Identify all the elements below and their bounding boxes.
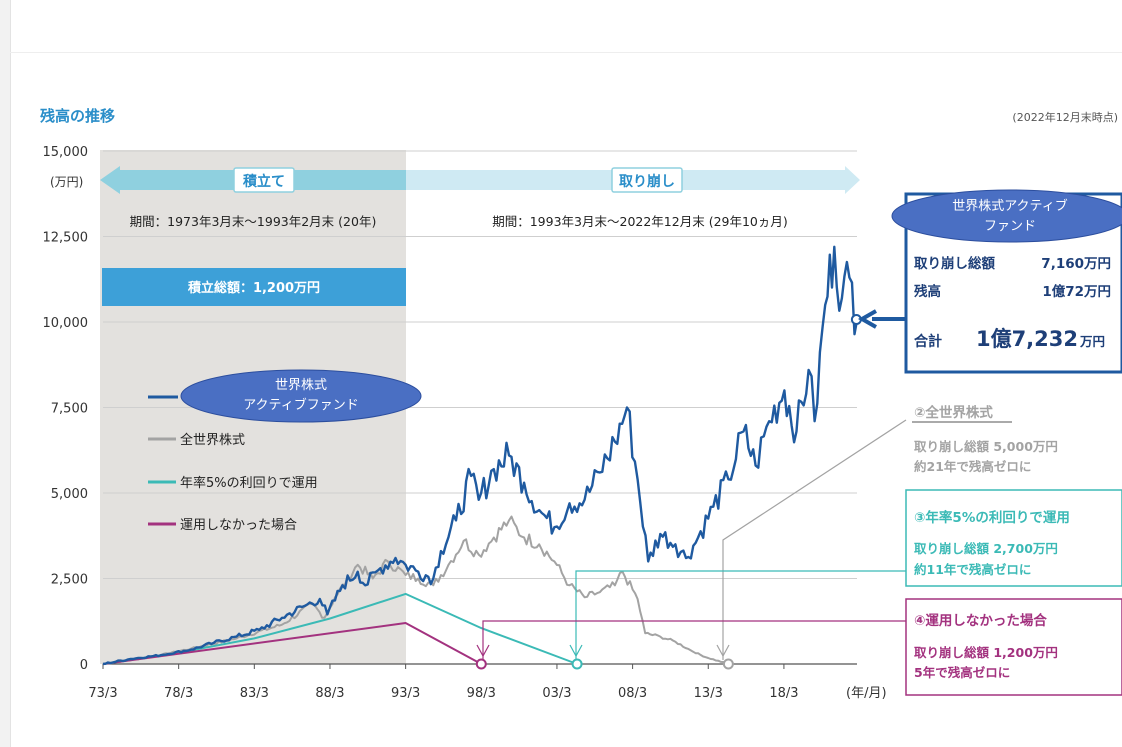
withdraw-label-box bbox=[611, 167, 683, 193]
withdraw-label: 取り崩し bbox=[619, 173, 675, 190]
none-callout-line2: 5年で残高ゼロに bbox=[914, 665, 1010, 680]
fund-total-label: 合計 bbox=[914, 333, 942, 350]
accumulate-total-bar bbox=[102, 268, 406, 306]
y-axis-unit: (万円) bbox=[50, 175, 83, 189]
fund-total-value: 1億7,232 bbox=[976, 327, 1078, 351]
x-tick-label: 93/3 bbox=[391, 686, 420, 701]
world-callout-line1: 取り崩し総額 5,000万円 bbox=[914, 439, 1058, 454]
none-callout-line1: 取り崩し総額 1,200万円 bbox=[914, 645, 1058, 660]
end-markers bbox=[475, 314, 862, 670]
accumulate-label-box bbox=[233, 167, 295, 193]
top-divider bbox=[10, 52, 1122, 53]
y-tick-label: 7,500 bbox=[51, 402, 88, 417]
left-margin-strip bbox=[0, 0, 11, 747]
arrow-head-rate5 bbox=[569, 644, 583, 658]
rate5-callout-title: ③年率5%の利回りで運用 bbox=[914, 509, 1070, 526]
rate5-callout-line2: 約11年で残高ゼロに bbox=[914, 562, 1031, 577]
withdraw-period: 期間：1993年3月末〜2022年12月末 (29年10ヵ月) bbox=[492, 214, 788, 229]
y-tick-label: 12,500 bbox=[43, 231, 89, 246]
fund-row2-value: 1億72万円 bbox=[1042, 283, 1111, 300]
end-marker-world bbox=[722, 658, 734, 670]
accumulate-label: 積立て bbox=[242, 173, 285, 190]
arrow-head-none bbox=[476, 644, 490, 658]
x-tick-label: 13/3 bbox=[694, 686, 723, 701]
fund-row1-label: 取り崩し総額 bbox=[914, 255, 995, 272]
series-group bbox=[102, 245, 859, 666]
x-tick-label: 73/3 bbox=[88, 686, 117, 701]
x-tick-label: 88/3 bbox=[315, 686, 344, 701]
world-callout-line2: 約21年で残高ゼロに bbox=[914, 459, 1031, 474]
arrow-head-world bbox=[716, 644, 730, 658]
y-tick-labels: 0 2,500 5,000 7,500 10,000 12,500 15,000 bbox=[43, 145, 89, 673]
fund-pointer-arrowhead bbox=[857, 309, 877, 329]
legend-label-world: 全世界株式 bbox=[180, 432, 245, 448]
world-callout-title: ②全世界株式 bbox=[914, 404, 993, 421]
series-line-fund bbox=[102, 245, 859, 666]
fund-callout-bubble bbox=[891, 189, 1122, 243]
y-tick-label: 0 bbox=[80, 658, 88, 673]
y-tick-label: 5,000 bbox=[51, 487, 88, 502]
x-tick-label: 08/3 bbox=[618, 686, 647, 701]
x-tick-label: 03/3 bbox=[542, 686, 571, 701]
fund-total-unit: 万円 bbox=[1079, 334, 1105, 349]
world-callout: ②全世界株式 取り崩し総額 5,000万円 約21年で残高ゼロに bbox=[912, 404, 1058, 474]
fund-bubble-line1: 世界株式アクティブ bbox=[952, 198, 1068, 214]
y-tick-label: 2,500 bbox=[51, 573, 88, 588]
none-callout-title: ④運用しなかった場合 bbox=[914, 612, 1047, 629]
x-tick-labels: 73/3 78/3 83/3 88/3 93/3 98/3 03/3 08/3 13/3 18/3 bbox=[88, 686, 798, 701]
legend-fund-bubble-line1: 世界株式 bbox=[275, 378, 327, 393]
accumulate-total: 積立総額：1,200万円 bbox=[187, 280, 320, 296]
accumulate-period: 期間：1973年3月末〜1993年2月末 (20年) bbox=[130, 214, 377, 229]
end-marker-none bbox=[475, 658, 487, 670]
legend-fund-bubble bbox=[180, 369, 422, 423]
y-tick-label: 10,000 bbox=[43, 316, 89, 331]
fund-callout: 取り崩し総額 7,160万円 残高 1億72万円 合計 1億7,232 万円 世… bbox=[891, 189, 1122, 374]
none-callout-box bbox=[905, 598, 1122, 696]
series-line-rate5 bbox=[102, 592, 578, 665]
y-tick-label: 15,000 bbox=[43, 145, 89, 160]
legend: 全世界株式 年率5%の利回りで運用 運用しなかった場合 世界株式 アクティブファ… bbox=[148, 369, 422, 533]
x-tick-label: 98/3 bbox=[467, 686, 496, 701]
series-line-none bbox=[102, 622, 482, 665]
rate5-callout-box bbox=[905, 489, 1122, 587]
chart-title: 残高の推移 bbox=[40, 107, 115, 125]
x-tick-label: 83/3 bbox=[240, 686, 269, 701]
none-callout: ④運用しなかった場合 取り崩し総額 1,200万円 5年で残高ゼロに bbox=[905, 598, 1122, 696]
end-marker-rate5 bbox=[571, 658, 583, 670]
x-tick-label: 78/3 bbox=[164, 686, 193, 701]
legend-label-rate5: 年率5%の利回りで運用 bbox=[180, 475, 318, 491]
legend-label-none: 運用しなかった場合 bbox=[180, 518, 297, 533]
connector-world bbox=[722, 419, 907, 660]
rate5-callout: ③年率5%の利回りで運用 取り崩し総額 2,700万円 約11年で残高ゼロに bbox=[905, 489, 1122, 587]
x-axis-unit: (年/月) bbox=[846, 686, 887, 701]
x-tick-label: 18/3 bbox=[769, 686, 798, 701]
date-note: (2022年12月末時点) bbox=[1012, 110, 1118, 124]
rate5-callout-line1: 取り崩し総額 2,700万円 bbox=[914, 541, 1058, 556]
legend-fund-bubble-line2: アクティブファンド bbox=[243, 397, 359, 413]
fund-row1-value: 7,160万円 bbox=[1041, 256, 1111, 272]
fund-bubble-line2: ファンド bbox=[984, 219, 1036, 234]
series-line-world bbox=[102, 515, 729, 665]
fund-row2-label: 残高 bbox=[914, 283, 941, 300]
